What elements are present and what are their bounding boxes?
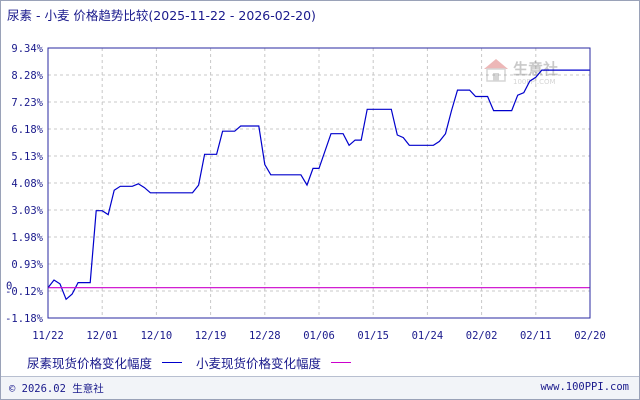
watermark: 生意社 100PPI.COM — [484, 59, 558, 86]
watermark-en: 100PPI.COM — [513, 78, 556, 86]
y-zero-label: 0 — [6, 281, 12, 293]
footer: © 2026.02 生意社 www.100PPI.com — [1, 376, 639, 399]
y-tick-label: 5.13% — [11, 151, 43, 163]
series-lines — [47, 69, 590, 301]
house-logo-icon — [484, 59, 508, 82]
y-tick-label: 9.34% — [11, 43, 43, 55]
y-axis-ticks: 9.34% 8.28% 7.23% 6.18% 5.13% 4.08% 3.03% 1.98%… — [5, 43, 44, 325]
x-tick-label: 11/22 — [32, 330, 64, 342]
y-tick-label: -1.18% — [5, 313, 44, 325]
x-axis-ticks: 11/22 12/01 12/10 12/19 12/28 01/06 01/15 01/24… — [32, 330, 606, 342]
x-tick-label: 02/02 — [466, 330, 498, 342]
x-tick-label: 01/06 — [303, 330, 335, 342]
y-tick-label: 3.03% — [11, 205, 43, 217]
legend: 尿素现货价格变化幅度 小麦现货价格变化幅度 — [27, 353, 365, 372]
y-tick-label: 0.93% — [11, 259, 43, 271]
legend-swatch-urea — [162, 362, 183, 363]
x-tick-label: 12/19 — [195, 330, 227, 342]
x-tick-label: 12/10 — [141, 330, 173, 342]
x-tick-label: 01/24 — [412, 330, 444, 342]
x-tick-label: 12/01 — [86, 330, 118, 342]
footer-site-link[interactable]: www.100PPI.com — [540, 381, 629, 393]
grid — [48, 48, 590, 318]
y-tick-label: 6.18% — [11, 124, 43, 136]
legend-label-urea: 尿素现货价格变化幅度 — [27, 356, 153, 371]
x-tick-label: 01/15 — [357, 330, 389, 342]
plot-border — [47, 47, 591, 319]
y-tick-label: 4.08% — [11, 178, 43, 190]
legend-item-urea: 尿素现货价格变化幅度 — [27, 353, 183, 372]
y-tick-label: 1.98% — [11, 232, 43, 244]
legend-label-wheat: 小麦现货价格变化幅度 — [196, 356, 322, 371]
y-tick-label: 7.23% — [11, 97, 43, 109]
x-tick-label: 12/28 — [249, 330, 281, 342]
legend-swatch-wheat — [331, 362, 352, 363]
series-line-0 — [47, 69, 590, 301]
y-tick-label: 8.28% — [11, 70, 43, 82]
x-tick-label: 02/11 — [520, 330, 552, 342]
chart-title: 尿素 - 小麦 价格趋势比较(2025-11-22 - 2026-02-20) — [7, 8, 316, 23]
x-tick-label: 02/20 — [574, 330, 606, 342]
y-tick-label: -0.12% — [5, 286, 44, 298]
footer-copyright: © 2026.02 生意社 — [9, 383, 104, 395]
legend-item-wheat: 小麦现货价格变化幅度 — [196, 353, 352, 372]
watermark-cn: 生意社 — [513, 60, 558, 78]
